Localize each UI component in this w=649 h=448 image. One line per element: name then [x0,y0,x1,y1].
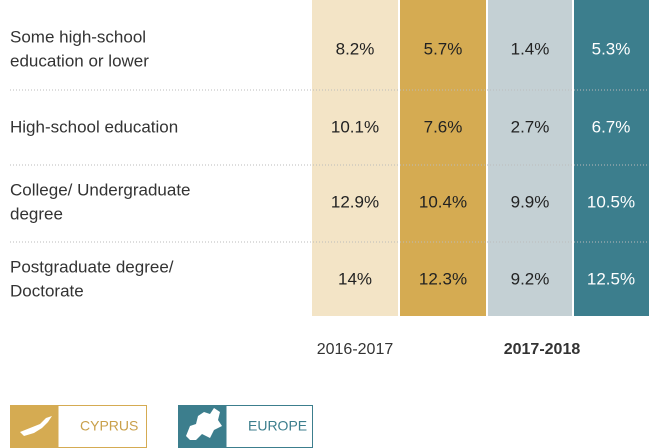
europe-icon [186,408,222,440]
row-label: Some high-school [10,27,146,46]
column-europe-2016 [400,0,486,316]
cell-value: 12.9% [331,192,379,211]
row-label: education or lower [10,51,149,70]
cell-value: 7.6% [424,117,463,136]
cell-value: 14% [338,269,372,288]
row-label: Doctorate [10,281,84,300]
period-label: 2016-2017 [317,341,394,358]
cell-value: 5.3% [592,39,631,58]
cell-value: 2.7% [511,117,550,136]
cell-value: 12.3% [419,269,467,288]
row-label: High-school education [10,117,178,136]
cell-value: 10.5% [587,192,635,211]
period-label: 2017-2018 [504,341,581,358]
cell-value: 9.9% [511,192,550,211]
cell-value: 10.4% [419,192,467,211]
row-label: degree [10,204,63,223]
column-europe-2017 [574,0,649,316]
cell-value: 8.2% [336,39,375,58]
column-cyprus-2017 [488,0,572,316]
cell-value: 12.5% [587,269,635,288]
cell-value: 5.7% [424,39,463,58]
column-cyprus-2016 [312,0,398,316]
cell-value: 9.2% [511,269,550,288]
cell-value: 6.7% [592,117,631,136]
cell-value: 1.4% [511,39,550,58]
cyprus-icon [20,416,52,436]
row-label: Postgraduate degree/ [10,257,174,276]
legend-label: EUROPE [248,418,307,434]
cell-value: 10.1% [331,117,379,136]
row-label: College/ Undergraduate [10,180,191,199]
legend-label: CYPRUS [80,418,138,434]
